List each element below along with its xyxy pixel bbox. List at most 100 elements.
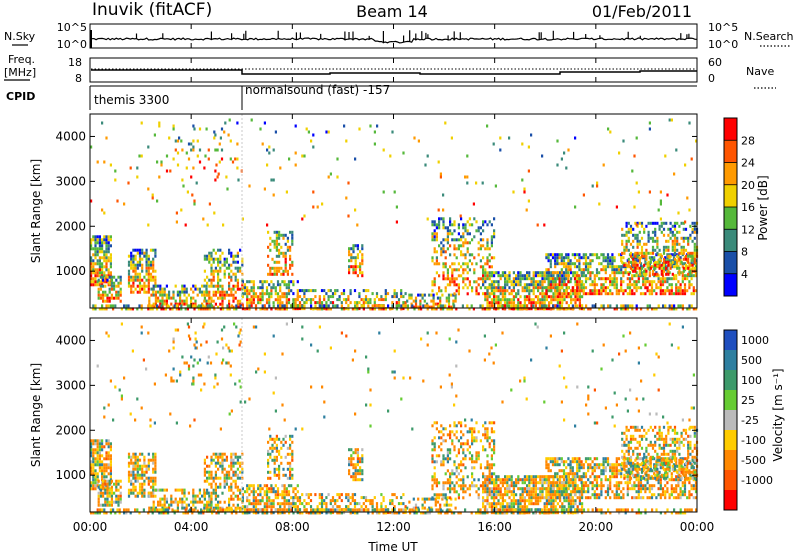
heatmap-cell bbox=[192, 497, 195, 501]
heatmap-cell bbox=[250, 508, 253, 512]
heatmap-cell bbox=[352, 472, 355, 476]
heatmap-cell bbox=[607, 304, 610, 308]
heatmap-cell bbox=[298, 499, 302, 503]
heatmap-cell bbox=[646, 289, 649, 293]
heatmap-cell bbox=[94, 247, 97, 251]
heatmap-cell bbox=[449, 436, 452, 440]
heatmap-cell bbox=[276, 283, 280, 287]
heatmap-cell bbox=[681, 274, 684, 278]
heatmap-cell bbox=[281, 301, 284, 305]
heatmap-cell bbox=[475, 292, 478, 296]
heatmap-cell bbox=[271, 446, 274, 450]
heatmap-cell bbox=[169, 307, 172, 311]
heatmap-cell bbox=[539, 301, 542, 305]
heatmap-cell bbox=[683, 289, 687, 293]
heatmap-cell bbox=[591, 289, 594, 293]
heatmap-cell bbox=[517, 301, 520, 305]
heatmap-cell bbox=[455, 289, 458, 293]
heatmap-cell bbox=[637, 190, 640, 194]
heatmap-cell bbox=[104, 482, 107, 486]
heatmap-cell bbox=[449, 280, 452, 284]
heatmap-cell bbox=[477, 229, 480, 233]
heatmap-cell bbox=[625, 242, 628, 246]
heatmap-cell bbox=[217, 452, 220, 456]
heatmap-cell bbox=[667, 254, 670, 258]
heatmap-cell bbox=[671, 242, 674, 246]
heatmap-cell bbox=[668, 271, 671, 275]
heatmap-cell bbox=[127, 281, 131, 285]
heatmap-cell bbox=[217, 248, 220, 252]
heatmap-cell bbox=[479, 244, 482, 248]
heatmap-cell bbox=[609, 274, 612, 278]
heatmap-cell bbox=[451, 469, 454, 473]
heatmap-cell bbox=[591, 259, 594, 263]
heatmap-cell bbox=[464, 424, 467, 428]
heatmap-cell bbox=[521, 505, 524, 509]
heatmap-cell bbox=[248, 280, 251, 284]
heatmap-cell bbox=[504, 283, 507, 287]
heatmap-cell bbox=[510, 307, 513, 311]
heatmap-cell bbox=[161, 302, 164, 306]
heatmap-cell bbox=[606, 256, 610, 260]
heatmap-cell bbox=[90, 268, 93, 272]
heatmap-cell bbox=[615, 271, 618, 275]
heatmap-cell bbox=[624, 307, 627, 311]
heatmap-cell bbox=[517, 502, 520, 506]
heatmap-cell bbox=[266, 148, 269, 152]
heatmap-cell bbox=[329, 499, 332, 503]
heatmap-cell bbox=[432, 293, 435, 297]
heatmap-cell bbox=[573, 253, 577, 257]
heatmap-cell bbox=[649, 221, 652, 225]
heatmap-cell bbox=[214, 266, 217, 270]
heatmap-cell bbox=[132, 254, 135, 258]
heatmap-cell bbox=[152, 479, 155, 483]
heatmap-cell bbox=[217, 509, 220, 513]
heatmap-cell bbox=[134, 269, 137, 273]
heatmap-cell bbox=[286, 239, 289, 243]
heatmap-cell bbox=[226, 304, 229, 308]
heatmap-cell bbox=[232, 254, 235, 258]
heatmap-cell bbox=[203, 497, 206, 501]
heatmap-cell bbox=[152, 293, 155, 297]
heatmap-cell bbox=[648, 256, 651, 260]
heatmap-cell bbox=[431, 424, 434, 428]
heatmap-cell bbox=[109, 163, 112, 167]
heatmap-cell bbox=[497, 274, 500, 278]
heatmap-cell bbox=[203, 503, 206, 507]
heatmap-cell bbox=[627, 248, 630, 252]
heatmap-cell bbox=[109, 457, 112, 461]
heatmap-cell bbox=[116, 199, 119, 203]
heatmap-cell bbox=[391, 307, 394, 311]
heatmap-cell bbox=[147, 452, 150, 456]
heatmap-cell bbox=[457, 466, 460, 470]
heatmap-cell bbox=[573, 271, 577, 275]
heatmap-cell bbox=[168, 293, 171, 297]
heatmap-cell bbox=[433, 247, 436, 251]
heatmap-cell bbox=[517, 292, 520, 296]
heatmap-cell bbox=[665, 260, 668, 264]
heatmap-cell bbox=[684, 248, 688, 252]
heatmap-cell bbox=[504, 280, 507, 284]
heatmap-cell bbox=[215, 163, 218, 167]
heatmap-cell bbox=[687, 236, 690, 240]
heatmap-cell bbox=[252, 496, 255, 500]
heatmap-cell bbox=[667, 269, 670, 273]
heatmap-cell bbox=[152, 248, 155, 252]
heatmap-cell bbox=[236, 476, 239, 480]
heatmap-cell bbox=[559, 301, 562, 305]
heatmap-cell bbox=[289, 443, 292, 447]
heatmap-cell bbox=[442, 208, 445, 212]
heatmap-cell bbox=[621, 260, 624, 264]
heatmap-cell bbox=[640, 251, 644, 255]
heatmap-cell bbox=[149, 266, 153, 270]
heatmap-cell bbox=[662, 257, 666, 261]
heatmap-cell bbox=[659, 253, 662, 257]
heatmap-cell bbox=[435, 271, 438, 275]
heatmap-cell bbox=[267, 449, 270, 453]
heatmap-cell bbox=[90, 265, 93, 269]
heatmap-cell bbox=[347, 493, 350, 497]
heatmap-cell bbox=[452, 302, 455, 306]
heatmap-cell bbox=[214, 251, 217, 255]
heatmap-cell bbox=[234, 479, 237, 483]
heatmap-cell bbox=[329, 172, 332, 176]
